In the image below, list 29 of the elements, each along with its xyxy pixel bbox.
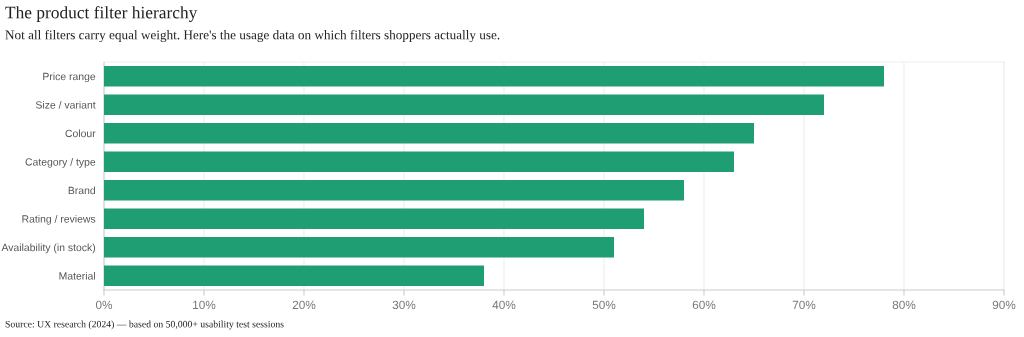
y-tick-label: Availability (in stock) — [1, 243, 96, 254]
x-tick-label: 70% — [792, 300, 816, 310]
y-tick-label: Size / variant — [35, 100, 96, 109]
y-tick-label: Price range — [43, 72, 96, 83]
x-tick-label: 50% — [592, 300, 616, 310]
bar — [104, 94, 824, 116]
x-tick-label: 90% — [992, 300, 1016, 310]
chart-title: The product filter hierarchy — [5, 6, 198, 22]
y-tick-label: Material — [59, 271, 95, 280]
bar — [104, 151, 734, 173]
source-note: Source: UX research (2024) — based on 50,000+ usability test sessions — [5, 320, 284, 330]
chart-subtitle: Not all filters carry equal weight. Here's the usage data on which filters shoppers actually use. — [5, 29, 500, 43]
bar — [104, 65, 884, 87]
x-tick-label: 80% — [892, 300, 916, 310]
y-tick-label: Colour — [65, 129, 96, 138]
bar — [104, 208, 644, 230]
bar — [104, 265, 484, 287]
y-tick-label: Brand — [68, 186, 95, 195]
x-tick-label: 20% — [292, 300, 316, 310]
x-tick-label: 40% — [492, 300, 516, 310]
bar — [104, 236, 614, 258]
y-tick-label: Rating / reviews — [22, 214, 96, 225]
x-tick-label: 60% — [692, 300, 716, 310]
bar — [104, 122, 754, 144]
x-tick-label: 30% — [392, 300, 416, 310]
x-tick-label: 0% — [95, 300, 113, 310]
bar — [104, 179, 684, 201]
y-tick-label: Category / type — [25, 157, 96, 168]
x-tick-label: 10% — [193, 300, 216, 310]
